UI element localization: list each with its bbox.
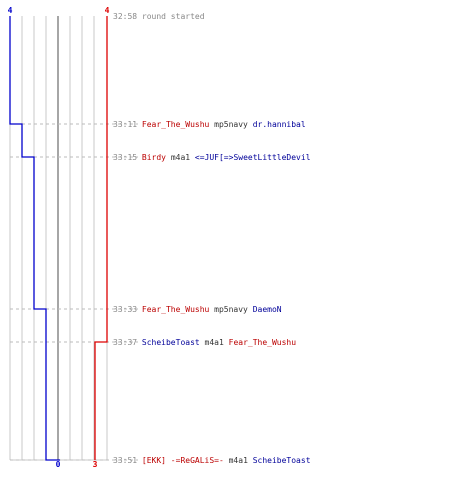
event-log: 32:58 round started 33:11 Fear_The_Wushu … (113, 12, 311, 465)
event-killer: Birdy (137, 153, 166, 162)
event-row: 33:11 Fear_The_Wushu mp5navy dr.hannibal (113, 120, 306, 129)
event-victim: Fear_The_Wushu (224, 338, 296, 347)
event-row: 33:33 Fear_The_Wushu mp5navy DaemoN (113, 305, 282, 314)
event-victim: dr.hannibal (248, 120, 306, 129)
event-time: 33:37 (113, 338, 137, 347)
event-killer: [EKK] -=ReGALiS=- (137, 456, 224, 465)
grid (9, 16, 108, 461)
event-killer: Fear_The_Wushu (137, 305, 209, 314)
event-victim: ScheibeToast (248, 456, 311, 465)
start-score-blue: 4 (8, 6, 13, 15)
event-victim: <=JUF[=>SweetLittleDevil (190, 153, 311, 162)
event-weapon: mp5navy (209, 120, 248, 129)
event-time: 33:11 (113, 120, 137, 129)
event-text: round started (137, 12, 205, 21)
event-time: 33:33 (113, 305, 137, 314)
end-score-red: 3 (93, 460, 98, 469)
event-dash-lines (10, 123, 138, 461)
start-score-red: 4 (105, 6, 110, 15)
score-line-blue (9, 16, 60, 461)
event-row: 32:58 round started (113, 12, 205, 21)
event-time: 33:51 (113, 456, 137, 465)
event-time: 33:15 (113, 153, 137, 162)
event-killer: Fear_The_Wushu (137, 120, 209, 129)
event-weapon: mp5navy (209, 305, 248, 314)
event-weapon: m4a1 (200, 338, 224, 347)
event-killer: ScheibeToast (137, 338, 200, 347)
score-line-red (94, 16, 108, 460)
score-lines (9, 16, 108, 461)
event-weapon: m4a1 (166, 153, 190, 162)
event-row: 33:15 Birdy m4a1 <=JUF[=>SweetLittleDevi… (113, 153, 311, 162)
score-labels: 4 0 4 3 (8, 6, 110, 469)
event-row: 33:51 [EKK] -=ReGALiS=- m4a1 ScheibeToas… (113, 456, 311, 465)
event-time: 32:58 (113, 12, 137, 21)
event-weapon: m4a1 (224, 456, 248, 465)
event-row: 33:37 ScheibeToast m4a1 Fear_The_Wushu (113, 338, 296, 347)
end-score-blue: 0 (56, 460, 61, 469)
event-victim: DaemoN (248, 305, 282, 314)
